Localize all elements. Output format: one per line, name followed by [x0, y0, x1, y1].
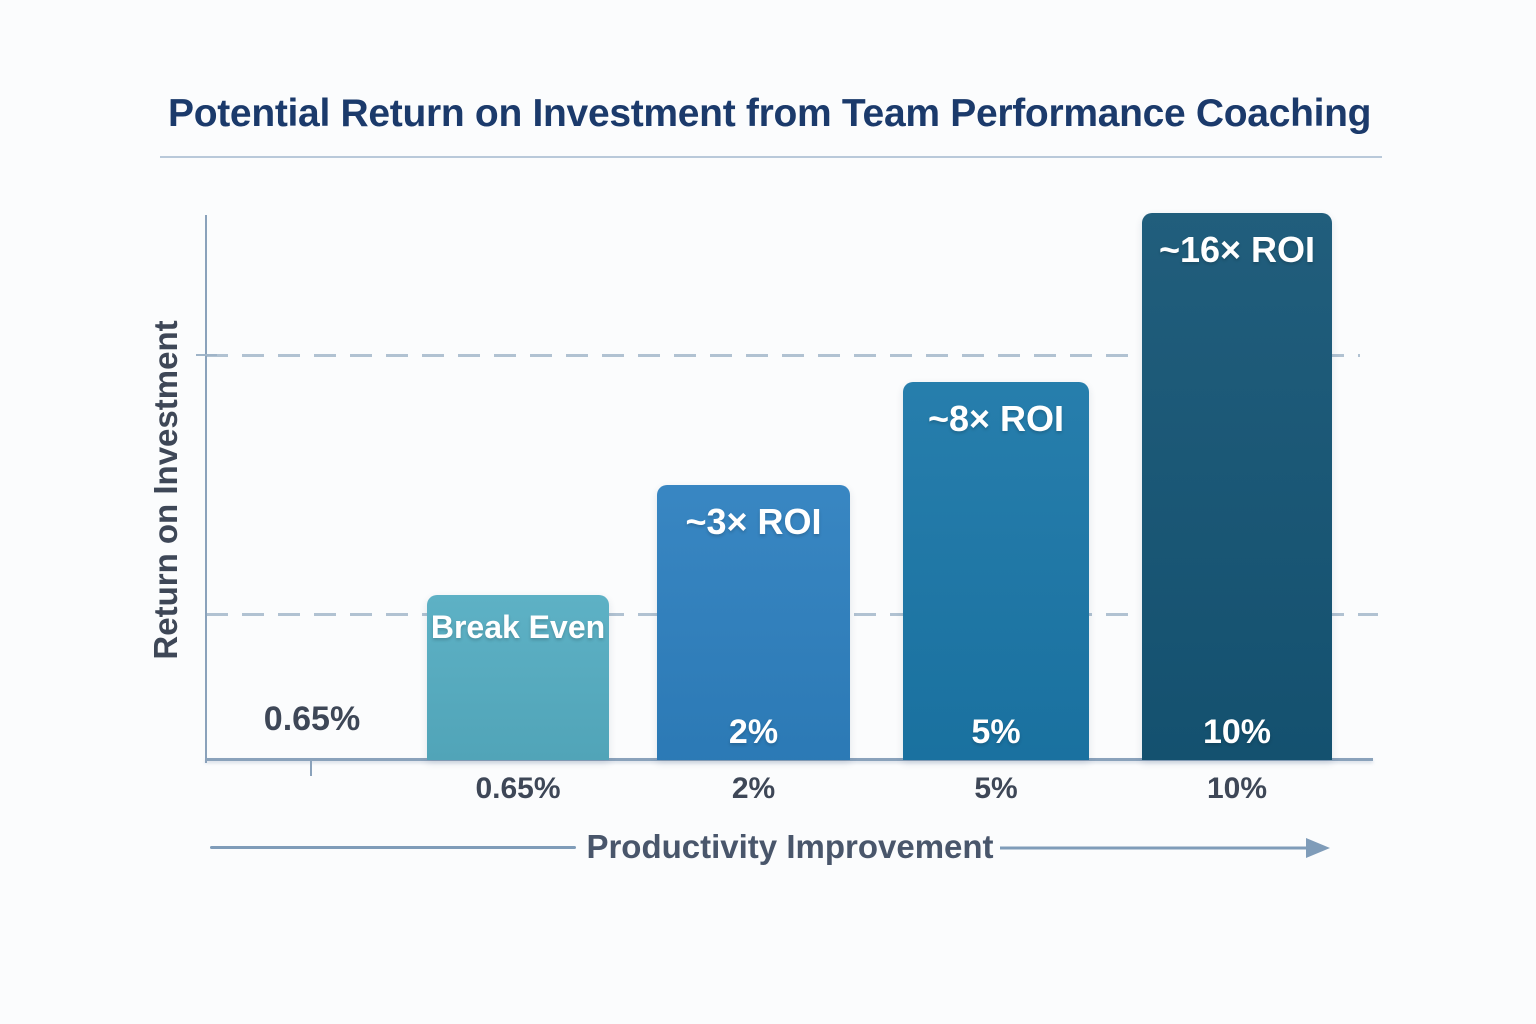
- x-tick-label: 5%: [974, 772, 1018, 805]
- bar-roi-label: ~3× ROI: [685, 501, 822, 542]
- x-axis-title: Productivity Improvement: [586, 828, 994, 865]
- x-axis-arrow-icon: [1000, 838, 1330, 858]
- title-underline: [160, 156, 1382, 158]
- bar: ~3× ROI 2%: [657, 485, 850, 760]
- bar-roi-label: Break Even: [430, 609, 606, 645]
- x-tick-label: 10%: [1206, 772, 1268, 805]
- bar: ~8× ROI 5%: [903, 382, 1089, 760]
- bar: Break Even: [427, 595, 609, 760]
- baseline-value-label: 0.65%: [263, 700, 361, 738]
- x-tick-label: 2%: [731, 772, 776, 805]
- bar: ~16× ROI 10%: [1142, 213, 1332, 760]
- bar-roi-label: ~8× ROI: [927, 398, 1065, 439]
- x-tick-label: 0.65%: [475, 772, 561, 805]
- x-axis-tick: [310, 761, 312, 776]
- bar-value-label: 10%: [1202, 713, 1272, 751]
- y-axis-label: Return on Investment: [147, 320, 184, 660]
- y-axis-tick: [196, 354, 217, 356]
- x-axis-caption-line: [210, 846, 576, 849]
- chart-title: Potential Return on Investment from Team…: [168, 92, 1372, 135]
- bar-value-label: 5%: [971, 713, 1021, 751]
- y-axis-line: [205, 215, 207, 763]
- bar-value-label: 2%: [728, 713, 779, 751]
- bar-roi-label: ~16× ROI: [1158, 229, 1316, 270]
- gridline-upper: [206, 354, 1360, 357]
